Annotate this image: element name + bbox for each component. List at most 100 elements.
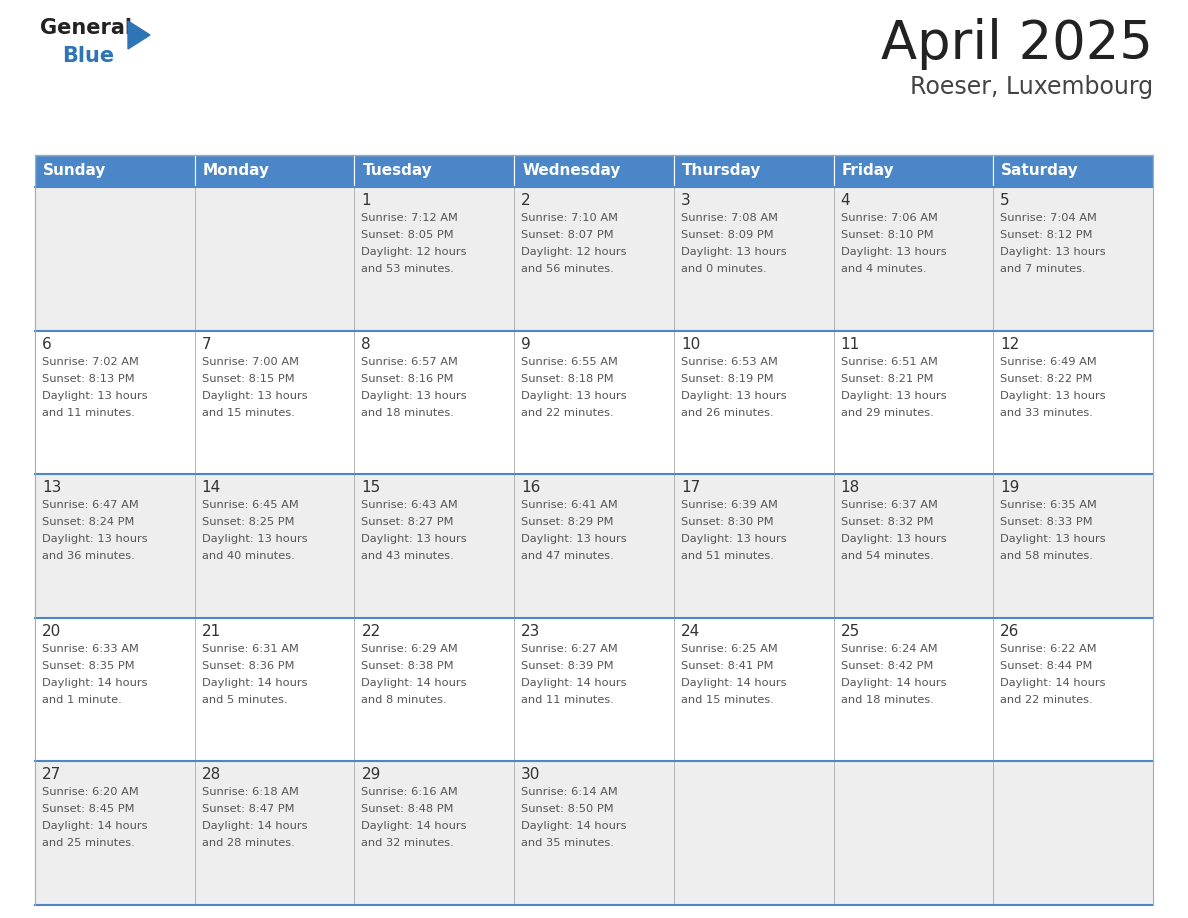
Text: 26: 26 (1000, 624, 1019, 639)
Text: Daylight: 14 hours: Daylight: 14 hours (361, 677, 467, 688)
Text: Sunrise: 6:16 AM: Sunrise: 6:16 AM (361, 788, 459, 798)
Text: Sunrise: 6:39 AM: Sunrise: 6:39 AM (681, 500, 778, 510)
Text: Sunrise: 6:33 AM: Sunrise: 6:33 AM (42, 644, 139, 654)
Bar (34, 618, 1154, 761)
Text: Sunset: 8:50 PM: Sunset: 8:50 PM (522, 804, 614, 814)
Text: 9: 9 (522, 337, 531, 352)
Text: and 32 minutes.: and 32 minutes. (361, 838, 454, 848)
Text: and 33 minutes.: and 33 minutes. (1000, 408, 1093, 418)
Text: Daylight: 13 hours: Daylight: 13 hours (42, 534, 147, 544)
Text: and 28 minutes.: and 28 minutes. (202, 838, 295, 848)
Text: 5: 5 (1000, 193, 1010, 208)
Text: Sunrise: 7:04 AM: Sunrise: 7:04 AM (1000, 213, 1098, 223)
Text: Daylight: 14 hours: Daylight: 14 hours (1000, 677, 1106, 688)
Text: Sunset: 8:21 PM: Sunset: 8:21 PM (841, 374, 933, 384)
Text: Daylight: 13 hours: Daylight: 13 hours (841, 534, 946, 544)
Text: 11: 11 (841, 337, 860, 352)
Text: and 43 minutes.: and 43 minutes. (361, 551, 454, 561)
Text: 6: 6 (42, 337, 52, 352)
Text: Sunset: 8:10 PM: Sunset: 8:10 PM (841, 230, 934, 240)
Text: Sunrise: 7:12 AM: Sunrise: 7:12 AM (361, 213, 459, 223)
Bar (195, 155, 354, 187)
Text: Daylight: 13 hours: Daylight: 13 hours (1000, 534, 1106, 544)
Text: Sunrise: 6:55 AM: Sunrise: 6:55 AM (522, 356, 618, 366)
Text: 25: 25 (841, 624, 860, 639)
Text: Daylight: 14 hours: Daylight: 14 hours (681, 677, 786, 688)
Text: Sunrise: 6:47 AM: Sunrise: 6:47 AM (42, 500, 139, 510)
Text: Daylight: 14 hours: Daylight: 14 hours (42, 677, 147, 688)
Bar (834, 155, 993, 187)
Text: Sunrise: 6:41 AM: Sunrise: 6:41 AM (522, 500, 618, 510)
Text: and 8 minutes.: and 8 minutes. (361, 695, 447, 705)
Text: April 2025: April 2025 (881, 18, 1154, 70)
Text: and 15 minutes.: and 15 minutes. (681, 695, 773, 705)
Bar (34, 761, 1154, 905)
Text: 4: 4 (841, 193, 851, 208)
Text: Sunset: 8:45 PM: Sunset: 8:45 PM (42, 804, 134, 814)
Text: Sunrise: 7:08 AM: Sunrise: 7:08 AM (681, 213, 778, 223)
Text: 30: 30 (522, 767, 541, 782)
Text: Daylight: 14 hours: Daylight: 14 hours (522, 822, 626, 832)
Text: 14: 14 (202, 480, 221, 495)
Text: Sunset: 8:39 PM: Sunset: 8:39 PM (522, 661, 614, 671)
Text: Sunset: 8:12 PM: Sunset: 8:12 PM (1000, 230, 1093, 240)
Text: Sunset: 8:42 PM: Sunset: 8:42 PM (841, 661, 933, 671)
Text: 28: 28 (202, 767, 221, 782)
Text: Daylight: 13 hours: Daylight: 13 hours (202, 534, 308, 544)
Text: 24: 24 (681, 624, 700, 639)
Text: Sunset: 8:32 PM: Sunset: 8:32 PM (841, 517, 933, 527)
Text: Sunset: 8:35 PM: Sunset: 8:35 PM (42, 661, 134, 671)
Text: 3: 3 (681, 193, 690, 208)
Text: Sunrise: 6:29 AM: Sunrise: 6:29 AM (361, 644, 459, 654)
Text: Sunset: 8:29 PM: Sunset: 8:29 PM (522, 517, 614, 527)
Text: and 26 minutes.: and 26 minutes. (681, 408, 773, 418)
Text: Sunrise: 6:53 AM: Sunrise: 6:53 AM (681, 356, 778, 366)
Text: and 56 minutes.: and 56 minutes. (522, 264, 614, 274)
Text: Daylight: 14 hours: Daylight: 14 hours (841, 677, 946, 688)
Text: Sunrise: 6:49 AM: Sunrise: 6:49 AM (1000, 356, 1097, 366)
Text: Sunrise: 6:22 AM: Sunrise: 6:22 AM (1000, 644, 1097, 654)
Text: and 35 minutes.: and 35 minutes. (522, 838, 614, 848)
Text: and 18 minutes.: and 18 minutes. (841, 695, 934, 705)
Text: and 7 minutes.: and 7 minutes. (1000, 264, 1086, 274)
Bar (34, 475, 1154, 618)
Text: and 53 minutes.: and 53 minutes. (361, 264, 454, 274)
Text: and 25 minutes.: and 25 minutes. (42, 838, 134, 848)
Text: Sunrise: 6:45 AM: Sunrise: 6:45 AM (202, 500, 298, 510)
Text: Sunset: 8:48 PM: Sunset: 8:48 PM (361, 804, 454, 814)
Text: 7: 7 (202, 337, 211, 352)
Polygon shape (128, 21, 150, 49)
Text: Daylight: 14 hours: Daylight: 14 hours (522, 677, 626, 688)
Text: Sunset: 8:27 PM: Sunset: 8:27 PM (361, 517, 454, 527)
Text: 17: 17 (681, 480, 700, 495)
Text: Sunset: 8:33 PM: Sunset: 8:33 PM (1000, 517, 1093, 527)
Text: and 11 minutes.: and 11 minutes. (522, 695, 614, 705)
Text: and 22 minutes.: and 22 minutes. (1000, 695, 1093, 705)
Text: and 1 minute.: and 1 minute. (42, 695, 121, 705)
Text: Sunrise: 7:10 AM: Sunrise: 7:10 AM (522, 213, 618, 223)
Text: Daylight: 13 hours: Daylight: 13 hours (522, 390, 627, 400)
Text: Sunset: 8:24 PM: Sunset: 8:24 PM (42, 517, 134, 527)
Text: Sunset: 8:18 PM: Sunset: 8:18 PM (522, 374, 614, 384)
Text: Sunrise: 6:43 AM: Sunrise: 6:43 AM (361, 500, 459, 510)
Text: Sunrise: 6:18 AM: Sunrise: 6:18 AM (202, 788, 298, 798)
Text: Daylight: 14 hours: Daylight: 14 hours (42, 822, 147, 832)
Text: 16: 16 (522, 480, 541, 495)
Text: Tuesday: Tuesday (362, 163, 432, 178)
Text: Daylight: 13 hours: Daylight: 13 hours (42, 390, 147, 400)
Text: 1: 1 (361, 193, 371, 208)
Text: and 54 minutes.: and 54 minutes. (841, 551, 934, 561)
Text: and 58 minutes.: and 58 minutes. (1000, 551, 1093, 561)
Bar (354, 155, 514, 187)
Text: Sunrise: 6:31 AM: Sunrise: 6:31 AM (202, 644, 298, 654)
Text: Sunrise: 6:35 AM: Sunrise: 6:35 AM (1000, 500, 1098, 510)
Text: 21: 21 (202, 624, 221, 639)
Text: Daylight: 14 hours: Daylight: 14 hours (202, 677, 308, 688)
Text: and 0 minutes.: and 0 minutes. (681, 264, 766, 274)
Text: Roeser, Luxembourg: Roeser, Luxembourg (910, 75, 1154, 99)
Text: 10: 10 (681, 337, 700, 352)
Text: Sunset: 8:07 PM: Sunset: 8:07 PM (522, 230, 614, 240)
Text: 27: 27 (42, 767, 62, 782)
Text: and 36 minutes.: and 36 minutes. (42, 551, 134, 561)
Text: Sunset: 8:19 PM: Sunset: 8:19 PM (681, 374, 773, 384)
